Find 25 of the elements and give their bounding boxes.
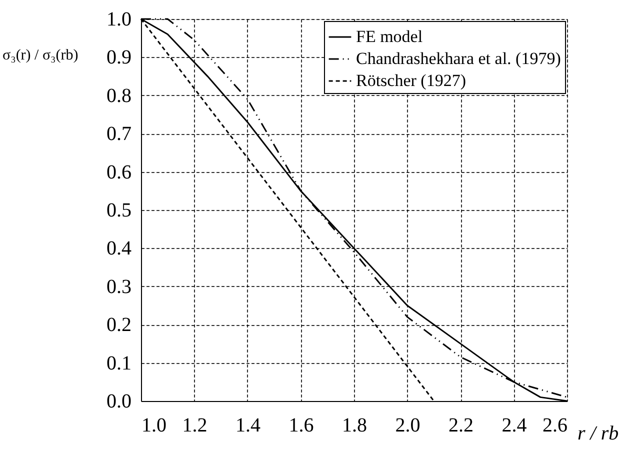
y-tick-label: 0.1 (106, 352, 132, 374)
x-tick-label: 1.4 (236, 414, 260, 436)
x-tick-label: 2.4 (502, 414, 527, 436)
y-tick-label: 0.4 (106, 238, 132, 260)
x-axis-title: r / rb (578, 422, 619, 444)
y-tick-label: 0.0 (106, 390, 132, 412)
y-tick-label: 0.9 (106, 46, 132, 69)
legend-label: FE model (356, 27, 423, 46)
y-tick-label: 0.6 (106, 161, 132, 184)
x-tick-label: 2.2 (448, 414, 474, 436)
y-tick-label: 0.2 (106, 314, 132, 336)
x-tick-label: 1.2 (182, 414, 208, 436)
y-tick-label: 0.5 (106, 200, 132, 222)
y-tick-label: 0.7 (106, 123, 132, 146)
x-tick-label: 1.0 (142, 414, 166, 436)
x-tick-label: 1.8 (342, 414, 367, 436)
x-tick-label: 1.6 (288, 414, 314, 436)
y-axis-title: σ₃(r) / σ₃(rb) (2, 48, 78, 64)
x-tick-label: 2.0 (395, 414, 420, 436)
legend-label: Rötscher (1927) (356, 71, 466, 90)
legend-label: Chandrashekhara et al. (1979) (356, 49, 561, 68)
y-tick-label: 0.8 (106, 84, 132, 107)
y-tick-label: 1.0 (106, 8, 132, 30)
x-tick-label: 2.6 (542, 414, 568, 436)
y-tick-label: 0.3 (106, 276, 132, 298)
